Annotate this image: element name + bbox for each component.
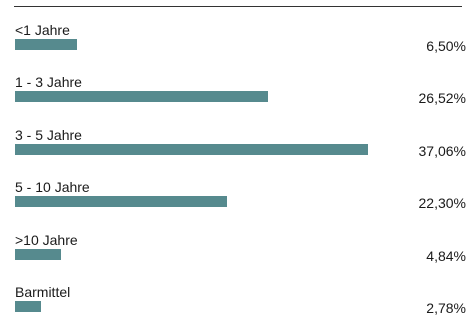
category-label: 3 - 5 Jahre [15,126,82,143]
bar [15,39,77,50]
bar [15,196,228,208]
value-label: 2,78% [426,300,466,316]
category-label: 5 - 10 Jahre [15,179,90,196]
bar [15,248,62,260]
bar [15,143,368,155]
category-label: Barmittel [15,284,71,300]
value-label: 26,52% [418,90,466,107]
bar [15,91,268,103]
category-label: >10 Jahre [15,231,78,248]
category-label: 1 - 3 Jahre [15,74,82,91]
bar [15,301,42,312]
category-label: <1 Jahre [15,22,70,38]
top-rule [14,6,462,7]
value-label: 4,84% [426,247,466,264]
value-label: 6,50% [426,38,466,54]
value-label: 37,06% [418,142,466,159]
value-label: 22,30% [418,195,466,212]
